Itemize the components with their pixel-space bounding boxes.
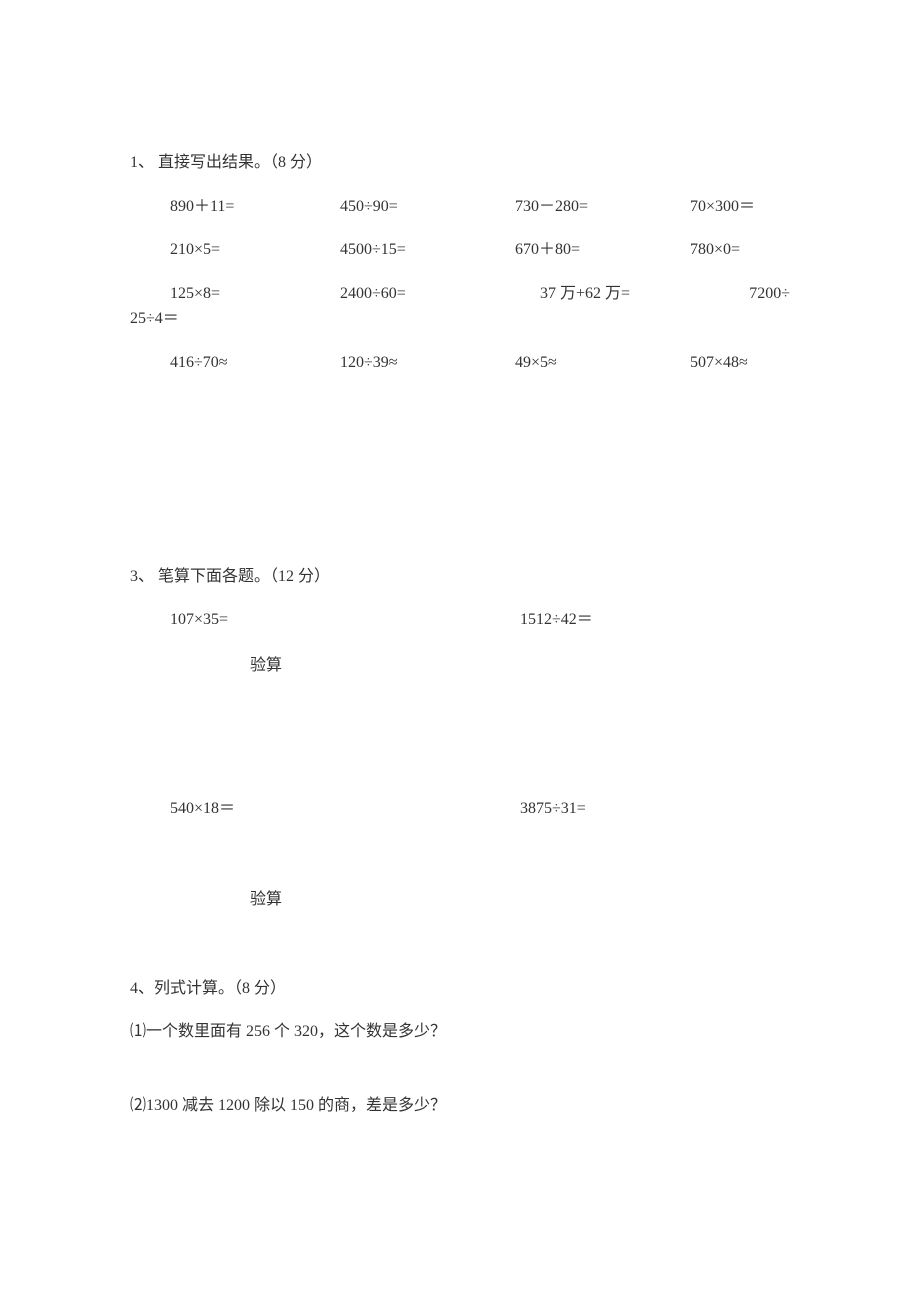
problem-3-3: 37 万+62 万= — [515, 281, 735, 307]
problem-3-2: 2400÷60= — [340, 281, 515, 307]
gap-3 — [130, 842, 790, 887]
problem-4-3: 49×5≈ — [515, 350, 690, 376]
problem-1-4: 70×300＝ — [690, 194, 850, 220]
calc-pair-2: 540×18＝ 3875÷31= — [130, 796, 790, 822]
verify-2: 验算 — [130, 887, 790, 913]
problem-row-3-wrap: 125×8= 2400÷60= 37 万+62 万= 7200÷ 25÷4＝ — [130, 281, 790, 332]
problem-1-1: 890＋11= — [170, 194, 340, 220]
problem-2-2: 4500÷15= — [340, 237, 515, 263]
calc-1-left: 107×35= — [170, 607, 520, 633]
question-4-1: ⑴一个数里面有 256 个 320，这个数是多少？ — [130, 1019, 790, 1045]
problem-2-3: 670＋80= — [515, 237, 690, 263]
section3-title: 3、 笔算下面各题。（12 分） — [130, 564, 790, 590]
problem-row-2: 210×5= 4500÷15= 670＋80= 780×0= — [130, 237, 790, 263]
problem-4-4: 507×48≈ — [690, 350, 850, 376]
problem-4-2: 120÷39≈ — [340, 350, 515, 376]
calc-1-right: 1512÷42＝ — [520, 607, 790, 633]
verify-1: 验算 — [130, 653, 790, 679]
problem-1-3: 730－280= — [515, 194, 690, 220]
problem-1-2: 450÷90= — [340, 194, 515, 220]
gap-2 — [130, 696, 790, 796]
gap-5 — [130, 1063, 790, 1093]
gap-1 — [130, 394, 790, 564]
problem-3-1: 125×8= — [170, 281, 340, 307]
problem-3-4a: 7200÷ — [735, 281, 790, 307]
problem-2-4: 780×0= — [690, 237, 850, 263]
section4-title: 4、列式计算。（8 分） — [130, 976, 790, 1002]
gap-4 — [130, 931, 790, 976]
calc-2-left: 540×18＝ — [170, 796, 520, 822]
problem-2-1: 210×5= — [170, 237, 340, 263]
problem-3-4b: 25÷4＝ — [130, 306, 790, 332]
section1-title: 1、 直接写出结果。（8 分） — [130, 150, 790, 176]
problem-4-1: 416÷70≈ — [170, 350, 340, 376]
question-4-2: ⑵1300 减去 1200 除以 150 的商，差是多少？ — [130, 1093, 790, 1119]
calc-pair-1: 107×35= 1512÷42＝ — [130, 607, 790, 633]
calc-2-right: 3875÷31= — [520, 796, 790, 822]
problem-row-1: 890＋11= 450÷90= 730－280= 70×300＝ — [130, 194, 790, 220]
problem-row-4: 416÷70≈ 120÷39≈ 49×5≈ 507×48≈ — [130, 350, 790, 376]
